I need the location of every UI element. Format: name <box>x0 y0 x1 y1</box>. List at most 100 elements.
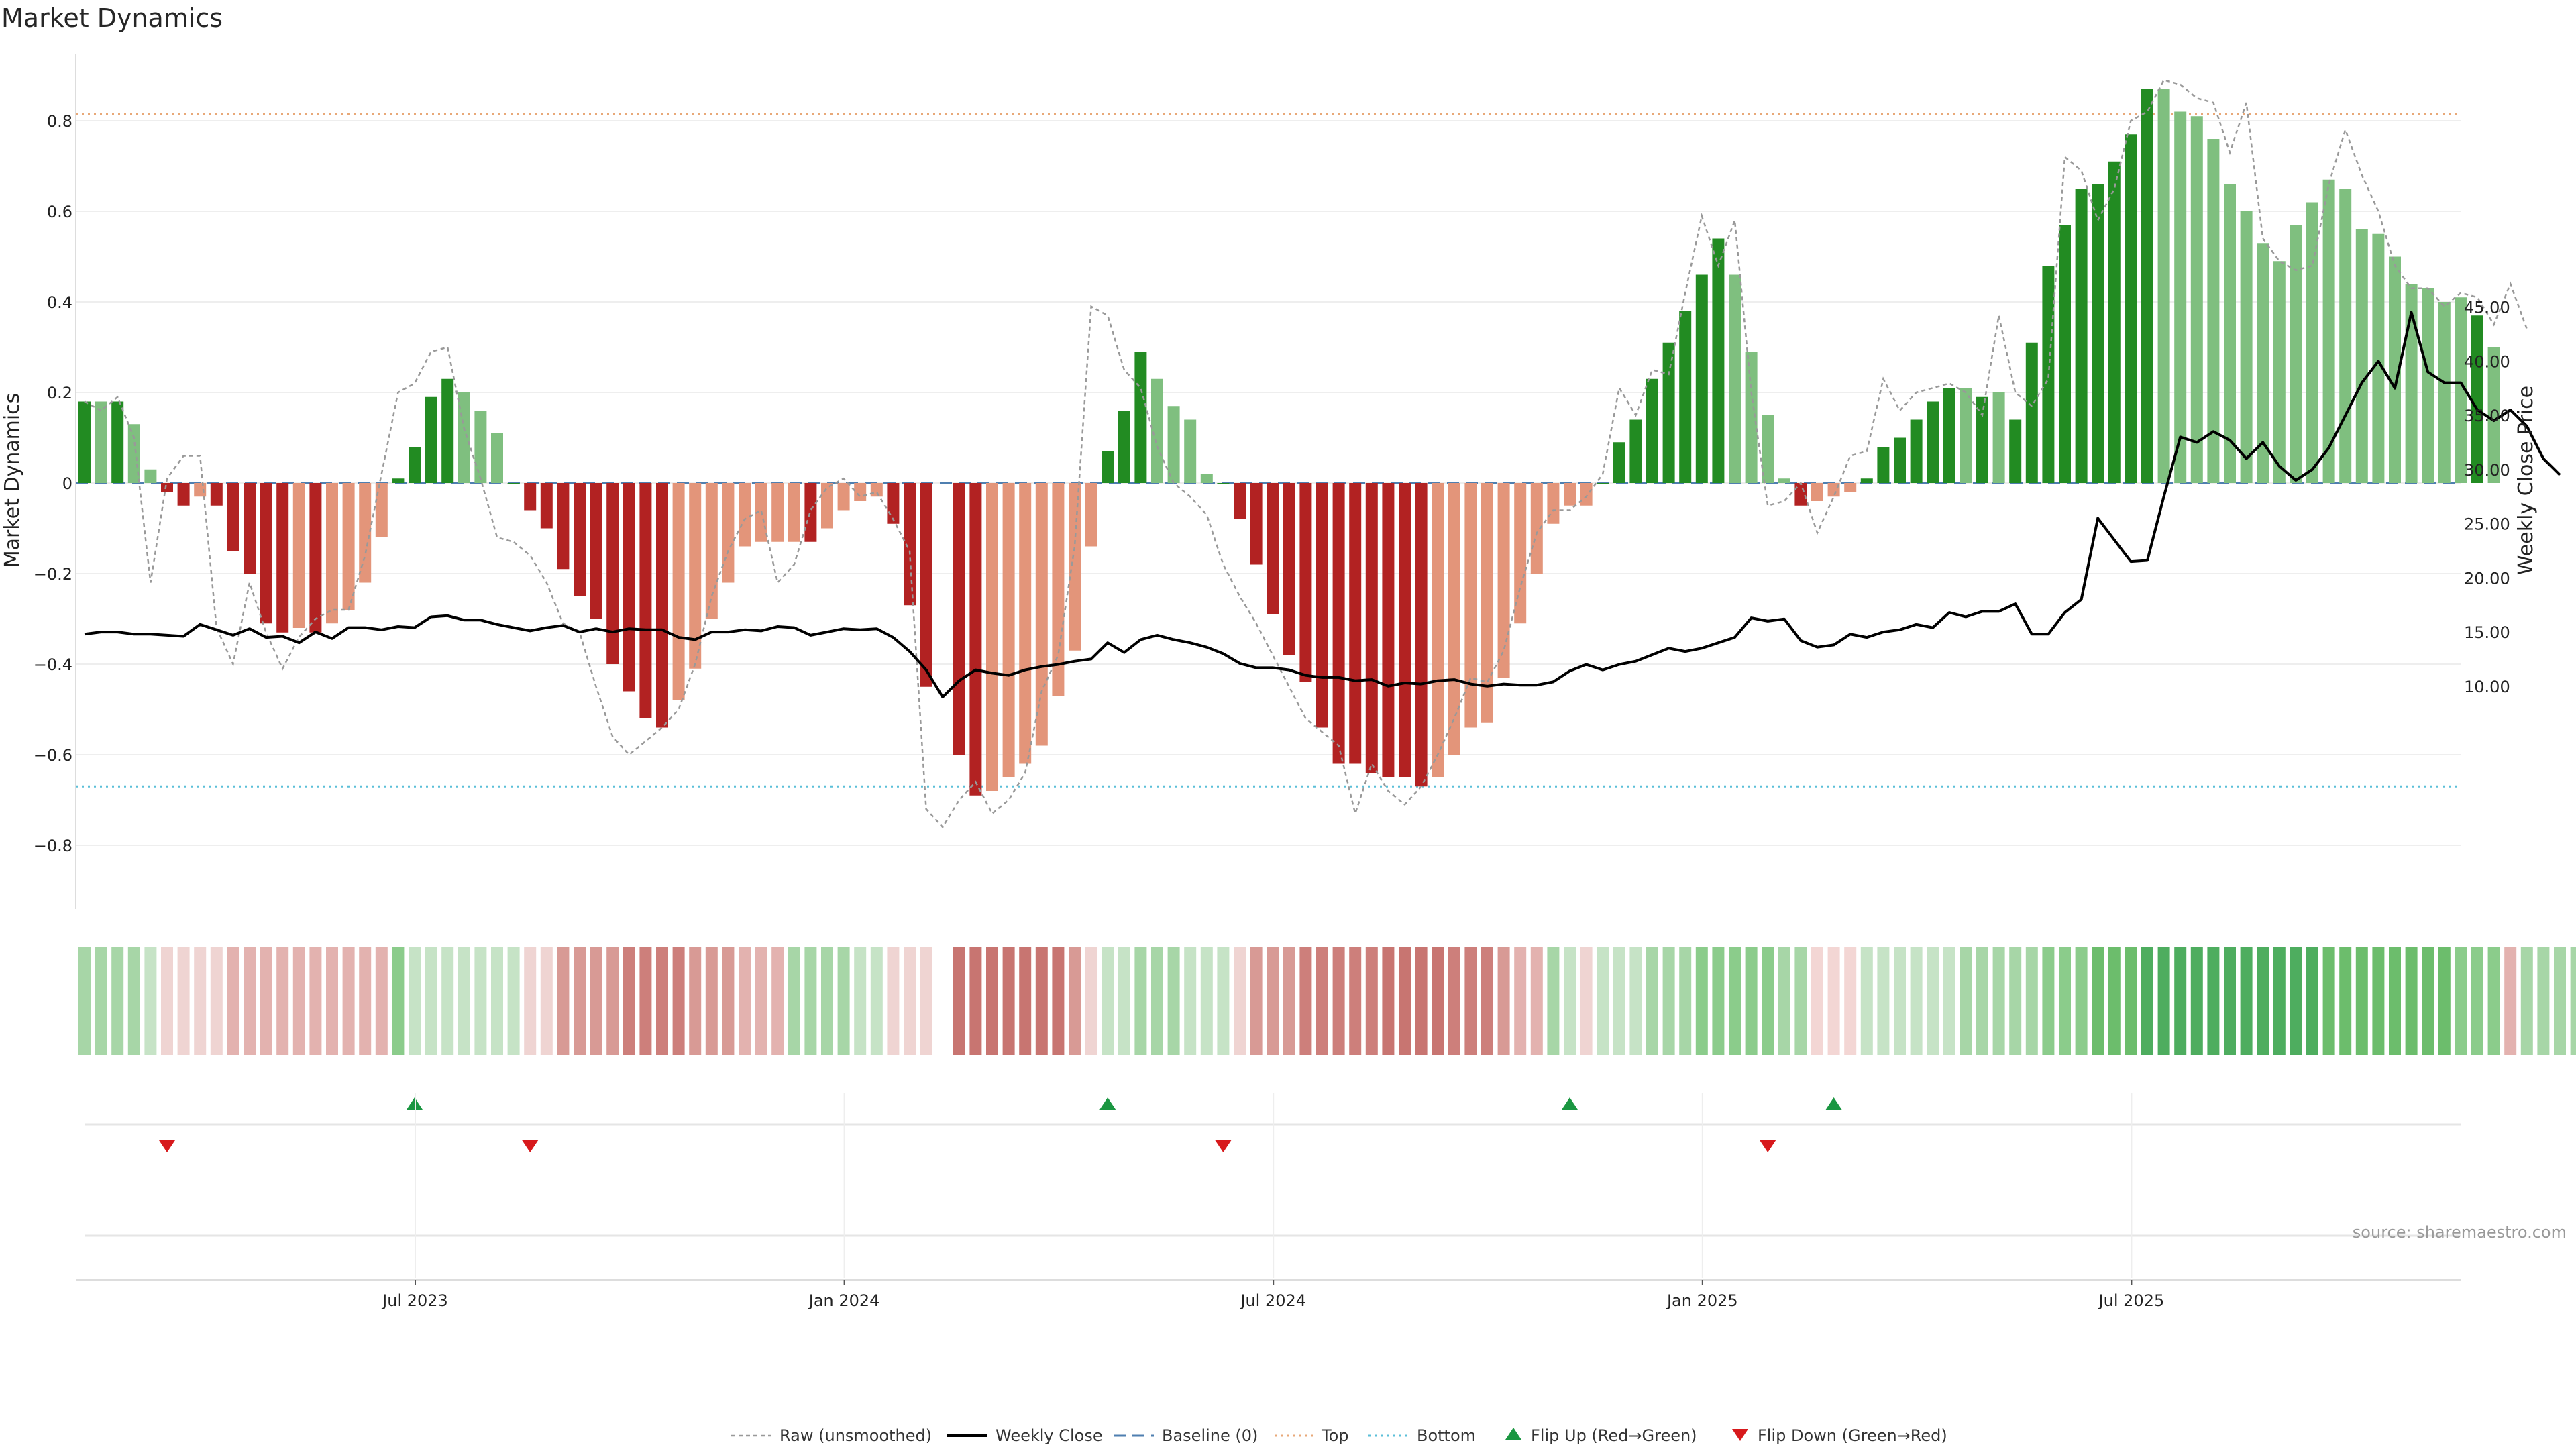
heat-cell <box>821 947 833 1055</box>
dynamics-bar <box>1547 483 1560 524</box>
legend-swatch <box>1732 1429 1748 1441</box>
heat-cell <box>1679 947 1692 1055</box>
dynamics-bar <box>870 483 883 497</box>
heat-cell <box>359 947 372 1055</box>
dynamics-bar <box>1316 483 1328 728</box>
heat-cell <box>837 947 850 1055</box>
heat-cell <box>1267 947 1279 1055</box>
heat-cell <box>2372 947 2385 1055</box>
heat-cell <box>623 947 635 1055</box>
heat-cell <box>2273 947 2286 1055</box>
close-line <box>84 311 2561 698</box>
dynamics-bar <box>1234 483 1246 519</box>
dynamics-bar <box>210 483 223 506</box>
right-axis-ticks: 45.00 40.00 35.00 30.00 25.00 20.00 15.00 10.00 <box>2464 299 2510 696</box>
close-series <box>84 311 2561 698</box>
dynamics-bar <box>1960 388 1972 483</box>
heat-cell <box>1167 947 1180 1055</box>
dynamics-bar <box>1052 483 1065 696</box>
legend-item-bottom: Bottom <box>1368 1426 1476 1445</box>
right-axis-title: Weekly Close Price <box>2514 386 2538 575</box>
heat-cell <box>1827 947 1840 1055</box>
heat-cell <box>1464 947 1477 1055</box>
heat-cell <box>1629 947 1642 1055</box>
heat-cell <box>574 947 586 1055</box>
heat-cell <box>2059 947 2071 1055</box>
legend-item-flip-down: Flip Down (Green→Red) <box>1732 1426 1947 1445</box>
heat-cell <box>392 947 405 1055</box>
heat-cell <box>1877 947 1890 1055</box>
flip-down-marker <box>159 1140 175 1152</box>
dynamics-bar <box>574 483 586 596</box>
legend-item-flip-up: Flip Up (Red→Green) <box>1505 1426 1697 1445</box>
heat-cell <box>1002 947 1015 1055</box>
dynamics-bar <box>1729 274 1741 483</box>
heat-cell <box>2075 947 2088 1055</box>
dynamics-bar <box>1894 437 1906 483</box>
heat-cell <box>689 947 702 1055</box>
legend-item-top: Top <box>1275 1426 1349 1445</box>
heat-cell <box>2504 947 2517 1055</box>
right-tick-label: 40.00 <box>2464 352 2510 371</box>
dynamics-bar <box>1332 483 1345 764</box>
dynamics-bar <box>540 483 553 529</box>
heat-cell <box>409 947 421 1055</box>
dynamics-bar <box>1762 415 1774 483</box>
heat-cell <box>2306 947 2318 1055</box>
dynamics-bar <box>78 401 91 483</box>
dynamics-bar <box>111 401 124 483</box>
dynamics-bar <box>1035 483 1048 746</box>
heat-cell <box>1530 947 1543 1055</box>
dynamics-bar <box>1448 483 1460 755</box>
dynamics-bar <box>1646 378 1658 483</box>
heat-cell <box>1976 947 1988 1055</box>
dynamics-bar <box>177 483 190 506</box>
dynamics-bar <box>672 483 685 700</box>
heat-cell <box>1250 947 1263 1055</box>
dynamics-bar <box>1085 483 1097 547</box>
dynamics-bar <box>1910 419 1923 483</box>
dynamics-bar <box>2405 284 2418 483</box>
heat-cell <box>425 947 437 1055</box>
dynamics-bar <box>1283 483 1295 655</box>
right-tick-label: 15.00 <box>2464 623 2510 642</box>
heat-cell <box>1943 947 1955 1055</box>
dynamics-bar <box>2141 89 2153 483</box>
dynamics-bar <box>1184 419 1197 483</box>
chart-title: Market Dynamics <box>1 3 223 33</box>
dynamics-bar <box>2339 189 2352 483</box>
right-tick-label: 45.00 <box>2464 299 2510 317</box>
left-tick-label: −0.4 <box>34 655 72 674</box>
dynamics-bar <box>1069 483 1081 651</box>
dynamics-bar <box>1514 483 1527 624</box>
dynamics-bar <box>1432 483 1444 777</box>
legend-label: Flip Up (Red→Green) <box>1531 1426 1697 1445</box>
heat-cell <box>326 947 338 1055</box>
dynamics-bar <box>95 401 107 483</box>
dynamics-bar <box>969 483 982 796</box>
heat-cell <box>2240 947 2253 1055</box>
dynamics-bar <box>1151 378 1163 483</box>
dynamics-bar <box>1827 483 1840 497</box>
left-axis-ticks: 0.8 0.6 0.4 0.2 0 −0.2 −0.4 −0.6 −0.8 <box>34 112 72 855</box>
heat-cell <box>2190 947 2203 1055</box>
dynamics-bar <box>524 483 537 511</box>
dynamics-bar <box>227 483 239 551</box>
heat-cell <box>2025 947 2038 1055</box>
dynamics-bar <box>1217 483 1230 484</box>
right-tick-label: 20.00 <box>2464 569 2510 588</box>
legend-item-baseline: Baseline (0) <box>1114 1426 1258 1445</box>
x-tick-label: Jul 2024 <box>1239 1291 1306 1310</box>
dynamics-bar <box>1794 483 1807 506</box>
dynamics-bar <box>409 447 421 483</box>
heat-cell <box>309 947 322 1055</box>
heat-cell <box>887 947 900 1055</box>
dynamics-bar <box>2389 256 2401 483</box>
heat-strip <box>78 947 2576 1055</box>
heat-cell <box>1151 947 1163 1055</box>
dynamics-bar <box>2009 419 2022 483</box>
heat-cell <box>177 947 190 1055</box>
legend-label: Raw (unsmoothed) <box>780 1426 932 1445</box>
heat-cell <box>1332 947 1345 1055</box>
